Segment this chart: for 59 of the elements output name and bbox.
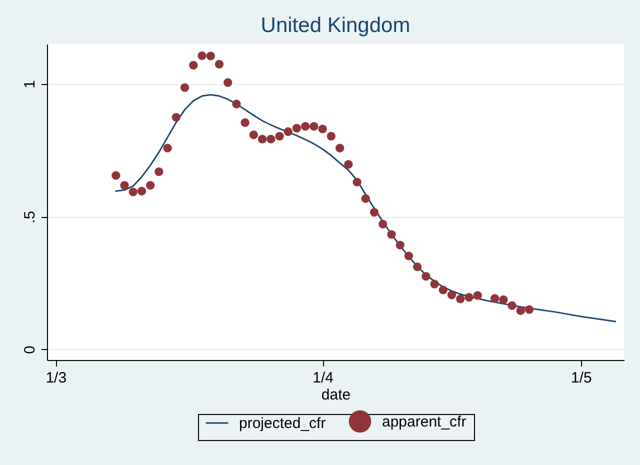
point <box>301 122 310 131</box>
point <box>128 188 138 196</box>
point <box>430 280 439 288</box>
point <box>189 60 198 70</box>
point <box>508 301 516 310</box>
point <box>275 132 284 140</box>
point <box>370 208 379 217</box>
x-tick-label: 1/3 <box>46 370 67 386</box>
point <box>524 305 534 314</box>
point <box>137 186 146 196</box>
point <box>180 83 190 92</box>
point <box>335 144 344 152</box>
chart-title: United Kingdom <box>260 14 410 37</box>
point <box>412 262 422 272</box>
point <box>352 178 362 186</box>
point <box>456 294 465 304</box>
point <box>473 291 482 300</box>
point <box>224 78 232 87</box>
x-tick-label: 1/4 <box>312 370 334 386</box>
point <box>326 132 336 140</box>
y-tick-label: 0 <box>22 346 38 354</box>
legend-label: projected_cfr <box>239 415 326 432</box>
point <box>361 194 370 203</box>
point <box>249 130 258 140</box>
point <box>120 180 129 190</box>
point <box>266 134 276 144</box>
point <box>396 240 404 250</box>
point <box>112 171 120 180</box>
y-tick-label: .5 <box>22 210 38 224</box>
point <box>232 100 241 108</box>
point <box>214 60 224 69</box>
point <box>172 112 181 122</box>
point <box>464 293 474 302</box>
point <box>258 134 267 144</box>
point <box>284 127 292 136</box>
point <box>499 295 508 304</box>
point <box>378 220 388 228</box>
point <box>240 118 250 127</box>
point <box>422 272 430 281</box>
y-tick-label: 1 <box>22 80 38 89</box>
point <box>206 52 215 60</box>
legend-label: apparent_cfr <box>382 413 466 430</box>
point <box>318 124 327 134</box>
point <box>198 51 206 60</box>
x-axis-title: date <box>321 386 351 404</box>
point <box>516 306 525 315</box>
point <box>310 122 318 131</box>
x-tick-label: 1/5 <box>571 370 592 386</box>
point <box>447 290 456 300</box>
point <box>490 294 500 303</box>
point <box>438 286 448 294</box>
point <box>163 144 172 152</box>
point <box>146 180 155 190</box>
point <box>404 252 414 260</box>
point <box>344 160 353 169</box>
line-series <box>115 94 616 322</box>
point <box>292 124 302 132</box>
point <box>154 167 164 176</box>
point <box>387 230 396 239</box>
